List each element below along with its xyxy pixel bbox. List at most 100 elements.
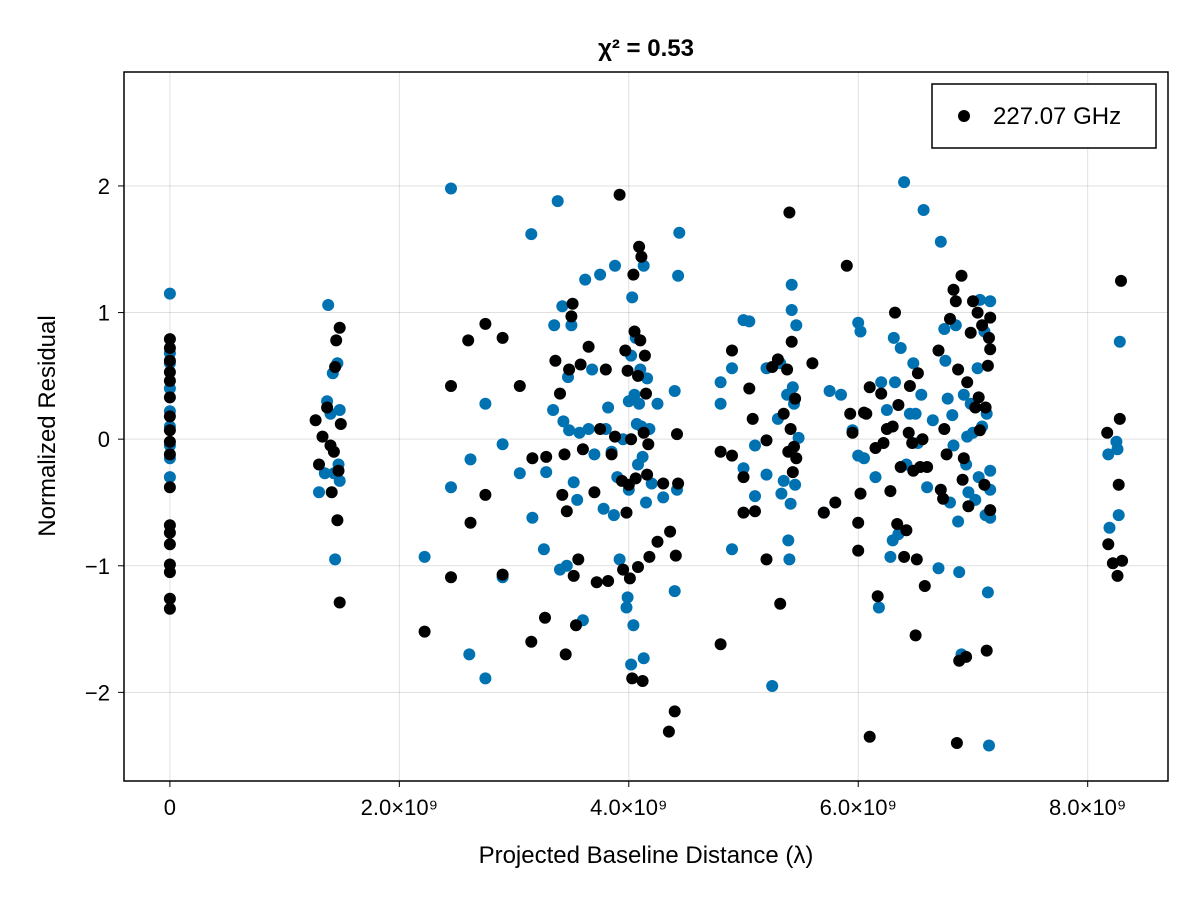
data-point (621, 591, 634, 604)
data-point (726, 543, 738, 556)
data-point (714, 638, 727, 651)
data-point (445, 481, 457, 494)
data-point (668, 585, 681, 598)
legend-label: 227.07 GHz (993, 103, 1121, 130)
data-point (557, 415, 570, 428)
data-point (579, 273, 592, 286)
legend-marker (958, 110, 970, 122)
data-point (952, 515, 965, 528)
data-point (548, 319, 561, 332)
x-tick-label: 4.0×10⁹ (590, 795, 667, 820)
data-point (668, 385, 681, 397)
y-tick-label: 2 (98, 174, 110, 199)
data-point (619, 344, 632, 357)
data-point (981, 359, 994, 372)
data-point (1113, 412, 1126, 425)
data-point (902, 426, 915, 439)
data-point (602, 401, 615, 414)
data-point (163, 566, 176, 579)
data-point (783, 206, 796, 219)
data-point (574, 358, 587, 371)
data-point (880, 404, 893, 416)
data-point (983, 331, 995, 344)
data-point (333, 596, 346, 609)
data-point (835, 388, 847, 401)
x-tick-label: 8.0×10⁹ (1049, 795, 1126, 820)
data-point (981, 586, 994, 599)
data-point (934, 235, 947, 248)
data-point (590, 576, 603, 589)
data-point (513, 467, 526, 480)
data-point (957, 388, 970, 401)
data-point (623, 572, 636, 585)
series-black-points (163, 188, 1129, 749)
data-point (854, 325, 867, 338)
data-point (329, 361, 342, 373)
data-point (926, 414, 939, 427)
data-point (163, 366, 176, 379)
data-point (726, 362, 738, 375)
data-point (1111, 443, 1124, 456)
data-point (944, 312, 956, 325)
data-point (875, 387, 888, 400)
data-point (632, 369, 644, 382)
data-point (641, 372, 654, 385)
data-point (1116, 554, 1129, 567)
data-point (635, 250, 648, 263)
data-point (163, 354, 176, 367)
data-point (643, 550, 656, 563)
data-point (726, 344, 738, 357)
data-point (786, 466, 799, 479)
data-point (884, 550, 897, 563)
data-point (558, 448, 571, 461)
data-point (640, 496, 652, 509)
data-point (962, 486, 975, 499)
legend: 227.07 GHz (931, 83, 1157, 149)
data-point (949, 295, 962, 308)
data-point (445, 182, 457, 195)
data-point (984, 343, 997, 356)
x-tick-label: 6.0×10⁹ (820, 795, 897, 820)
data-point (672, 477, 685, 490)
data-point (1101, 426, 1114, 439)
data-point (898, 550, 911, 563)
data-point (445, 380, 457, 392)
data-point (1103, 521, 1116, 534)
data-point (775, 487, 788, 500)
data-point (960, 650, 973, 663)
data-point (889, 306, 901, 319)
data-point (714, 445, 727, 458)
data-point (637, 652, 650, 665)
data-point (829, 496, 842, 509)
data-point (915, 388, 928, 401)
data-point (969, 401, 982, 414)
data-point (1112, 478, 1125, 491)
data-point (790, 319, 803, 332)
data-point (891, 518, 904, 530)
data-point (869, 471, 882, 484)
data-point (785, 278, 798, 291)
data-point (322, 299, 335, 311)
data-point (946, 409, 959, 422)
data-point (790, 452, 803, 465)
data-point (1115, 274, 1127, 287)
data-point (329, 553, 342, 566)
data-point (627, 619, 640, 632)
data-point (1112, 509, 1125, 522)
data-point (916, 433, 929, 446)
data-point (668, 705, 681, 718)
data-point (909, 407, 922, 420)
data-point (971, 362, 984, 375)
data-point (789, 478, 802, 491)
data-point (952, 363, 965, 376)
y-axis-ticks: −2 −1 0 1 2 (85, 174, 124, 705)
y-tick-label: 0 (98, 427, 110, 452)
data-point (846, 426, 859, 439)
data-point (651, 397, 664, 410)
data-point (673, 226, 686, 239)
data-point (556, 488, 569, 501)
data-point (909, 629, 922, 642)
data-point (625, 658, 638, 671)
data-point (1102, 538, 1115, 551)
